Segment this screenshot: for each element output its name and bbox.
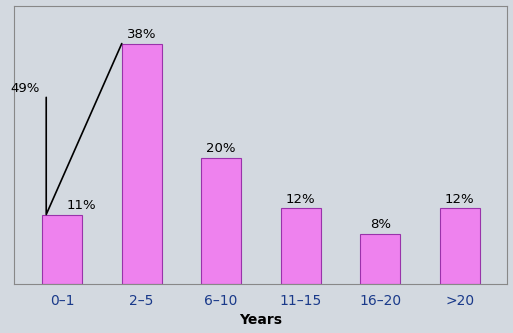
Text: 38%: 38% xyxy=(127,28,156,41)
Text: 49%: 49% xyxy=(10,83,40,96)
X-axis label: Years: Years xyxy=(240,313,283,327)
Text: 12%: 12% xyxy=(445,193,475,206)
Text: 11%: 11% xyxy=(66,199,96,212)
Bar xyxy=(360,233,400,284)
Bar xyxy=(42,214,82,284)
Bar xyxy=(440,208,480,284)
Bar xyxy=(122,44,162,284)
Text: 12%: 12% xyxy=(286,193,315,206)
Text: 20%: 20% xyxy=(206,142,236,155)
Bar xyxy=(201,158,241,284)
Bar xyxy=(281,208,321,284)
Text: 8%: 8% xyxy=(370,218,391,231)
